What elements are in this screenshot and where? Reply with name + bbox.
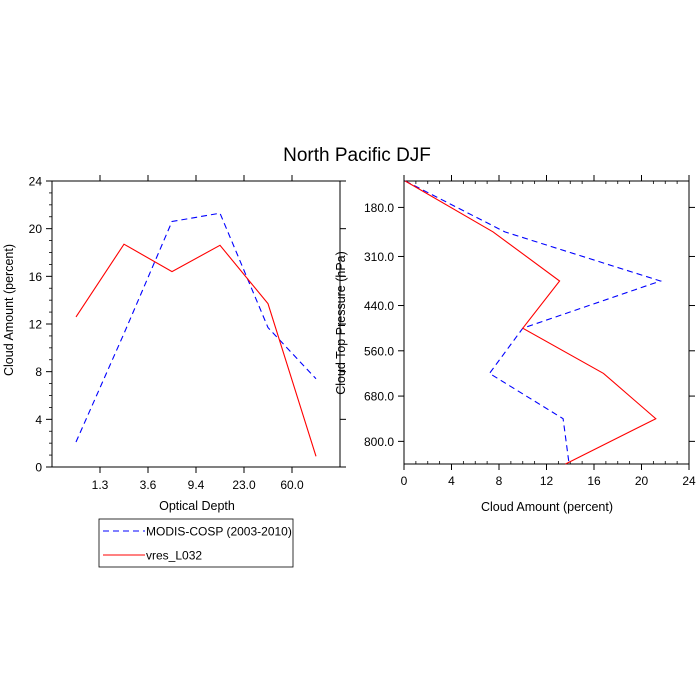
legend-label-obs: MODIS-COSP (2003-2010): [146, 525, 292, 539]
right-series-obs: [404, 180, 663, 465]
right-y-tick-label: 310.0: [364, 250, 394, 264]
panel-optical-depth: 0 4 8 12 16 20 24 1.3 3.6 9.4 23.0 60.0 Optical Dep…: [2, 175, 346, 513]
right-y-axis-label: Cloud Top Pressure (hPa): [334, 251, 348, 395]
right-plot-frame: [403, 180, 690, 465]
right-ticks: 0 4 8 12 16 20 24 180.0 310.0 440.0 560.0 680.0 800.…: [364, 175, 696, 488]
left-y-tick-label: 8: [35, 365, 42, 379]
left-x-axis-label: Optical Depth: [159, 499, 235, 513]
left-y-tick-label: 16: [29, 270, 43, 284]
left-lines: [75, 212, 317, 457]
right-x-axis-label: Cloud Amount (percent): [481, 500, 613, 514]
right-lines: [404, 180, 663, 465]
left-x-tick-label: 1.3: [92, 478, 109, 492]
right-y-tick-label: 560.0: [364, 344, 394, 358]
right-y-tick-label: 180.0: [364, 201, 394, 215]
legend-box: [98, 518, 294, 568]
right-y-tick-label: 800.0: [364, 435, 394, 449]
left-y-tick-label: 24: [29, 175, 43, 189]
left-y-tick-label: 0: [35, 461, 42, 475]
right-y-tick-label: 440.0: [364, 299, 394, 313]
left-y-axis-label: Cloud Amount (percent): [2, 244, 16, 376]
left-series-model: [75, 243, 317, 457]
left-y-tick-label: 20: [29, 222, 43, 236]
right-x-tick-label: 16: [587, 474, 601, 488]
right-y-tick-label: 680.0: [364, 390, 394, 404]
left-x-tick-label: 3.6: [140, 478, 157, 492]
right-series-model: [404, 180, 657, 465]
legend: MODIS-COSP (2003-2010) vres_L032: [98, 518, 294, 568]
left-x-tick-label: 23.0: [232, 478, 256, 492]
right-x-tick-label: 4: [448, 474, 455, 488]
left-y-tick-label: 4: [35, 413, 42, 427]
right-x-tick-label: 20: [635, 474, 649, 488]
right-x-tick-label: 0: [401, 474, 408, 488]
left-ticks: 0 4 8 12 16 20 24 1.3 3.6 9.4 23.0 60.0: [29, 175, 346, 492]
left-y-tick-label: 12: [29, 318, 43, 332]
left-x-tick-label: 9.4: [188, 478, 205, 492]
left-x-tick-label: 60.0: [280, 478, 304, 492]
left-plot-frame: [51, 180, 341, 468]
right-x-tick-label: 24: [682, 474, 696, 488]
legend-label-model: vres_L032: [146, 549, 202, 563]
left-series-obs: [75, 212, 317, 443]
chart-title: North Pacific DJF: [283, 145, 431, 166]
right-x-tick-label: 12: [540, 474, 554, 488]
right-x-tick-label: 8: [496, 474, 503, 488]
panel-cloud-top-pressure: 0 4 8 12 16 20 24 180.0 310.0 440.0 560.0 680.0 800.…: [334, 175, 696, 514]
